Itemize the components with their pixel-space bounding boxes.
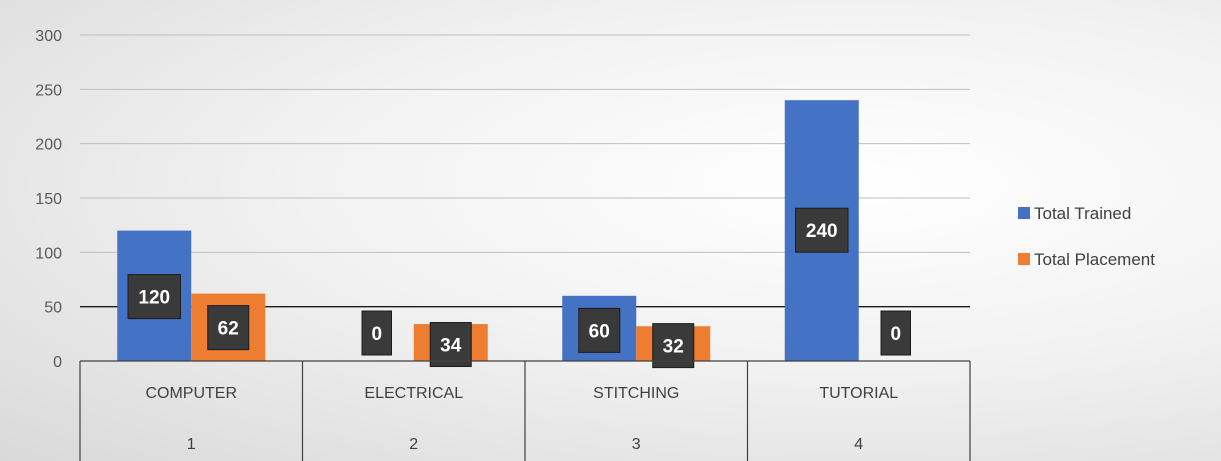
legend-label: Total Trained xyxy=(1034,204,1131,223)
legend-item: Total Placement xyxy=(1018,250,1155,269)
data-label-box xyxy=(578,307,621,353)
category-axis: COMPUTER 1 ELECTRICAL 2 STITCHING 3 TUTORIAL 4 xyxy=(79,360,971,461)
category-index-label: 2 xyxy=(409,436,418,453)
category-index-label: 4 xyxy=(854,436,863,453)
data-label-box xyxy=(652,323,695,369)
data-label-text: 120 xyxy=(138,288,170,309)
data-label-box xyxy=(127,274,181,320)
y-tick-label: 200 xyxy=(35,137,62,154)
category-label: COMPUTER xyxy=(145,385,237,402)
data-label: 120 xyxy=(127,274,181,320)
data-label: 60 xyxy=(578,307,621,353)
data-label: 240 xyxy=(795,207,849,253)
data-label-text: 32 xyxy=(663,337,684,358)
category-label: TUTORIAL xyxy=(819,385,898,402)
data-label-text: 0 xyxy=(890,324,901,345)
data-label-box xyxy=(429,322,472,368)
y-tick-label: 50 xyxy=(44,300,62,317)
legend: Total Trained Total Placement xyxy=(1018,204,1155,269)
category-label: ELECTRICAL xyxy=(364,385,463,402)
y-tick-label: 0 xyxy=(53,354,62,371)
data-labels: 120 62 0 34 60 32 240 0 xyxy=(127,207,911,369)
category-index-label: 3 xyxy=(632,436,641,453)
data-label-text: 0 xyxy=(371,324,382,345)
category-label: STITCHING xyxy=(593,385,679,402)
data-label-box xyxy=(361,310,392,356)
data-label-text: 60 xyxy=(589,321,610,342)
y-tick-label: 150 xyxy=(35,191,62,208)
y-tick-label: 100 xyxy=(35,245,62,262)
data-label: 34 xyxy=(429,322,472,368)
data-label-text: 34 xyxy=(440,336,462,357)
data-label-box xyxy=(880,310,911,356)
data-label: 0 xyxy=(880,310,911,356)
data-label: 0 xyxy=(361,310,392,356)
data-label-box xyxy=(795,207,849,253)
data-label-text: 62 xyxy=(218,319,239,340)
y-tick-label: 250 xyxy=(35,82,62,99)
legend-swatch xyxy=(1018,253,1030,265)
y-tick-label: 300 xyxy=(35,28,62,45)
data-label-box xyxy=(207,305,250,351)
data-label-text: 240 xyxy=(806,221,838,242)
category-index-label: 1 xyxy=(187,436,196,453)
data-label: 32 xyxy=(652,323,695,369)
y-axis-tick-labels: 0 50 100 150 200 250 300 xyxy=(35,28,62,371)
legend-label: Total Placement xyxy=(1034,250,1155,269)
legend-swatch xyxy=(1018,207,1030,219)
legend-item: Total Trained xyxy=(1018,204,1131,223)
data-label: 62 xyxy=(207,305,250,351)
